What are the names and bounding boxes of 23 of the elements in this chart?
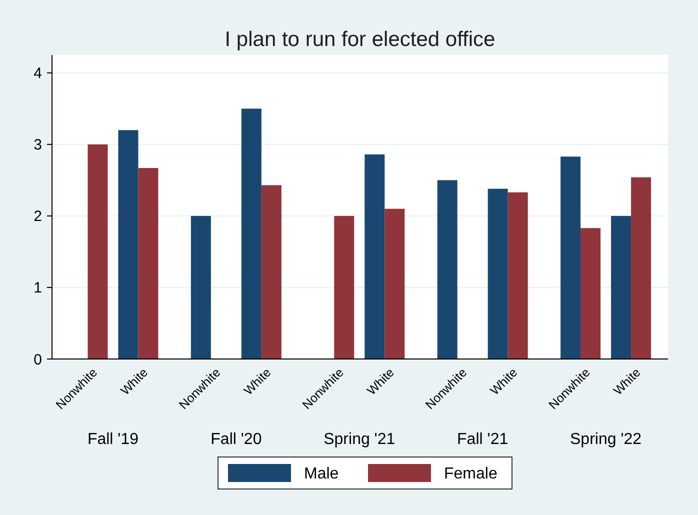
- text: Spring '22: [570, 431, 642, 448]
- chart-title: I plan to run for elected office: [224, 28, 496, 51]
- y-tick-label: 0: [34, 351, 42, 368]
- text: Fall '20: [210, 431, 262, 448]
- bar: [384, 208, 405, 359]
- legend-label: Male: [304, 466, 339, 483]
- text: Fall '21: [457, 431, 508, 448]
- bar: [508, 192, 528, 359]
- y-tick-label: 2: [34, 208, 42, 226]
- bar: [138, 168, 158, 359]
- legend-label: Female: [444, 466, 498, 483]
- bar: [261, 185, 282, 359]
- y-tick-label: 1: [34, 280, 42, 297]
- text: Fall '19: [87, 431, 139, 448]
- bar: [118, 130, 138, 359]
- text: Spring '21: [324, 431, 396, 448]
- bar: [241, 108, 262, 359]
- bar: [611, 216, 632, 359]
- bar: [364, 154, 385, 359]
- y-tick-label: 3: [34, 136, 42, 154]
- bar: [488, 188, 508, 359]
- bar: [631, 177, 652, 359]
- y-tick-label: 4: [34, 65, 42, 82]
